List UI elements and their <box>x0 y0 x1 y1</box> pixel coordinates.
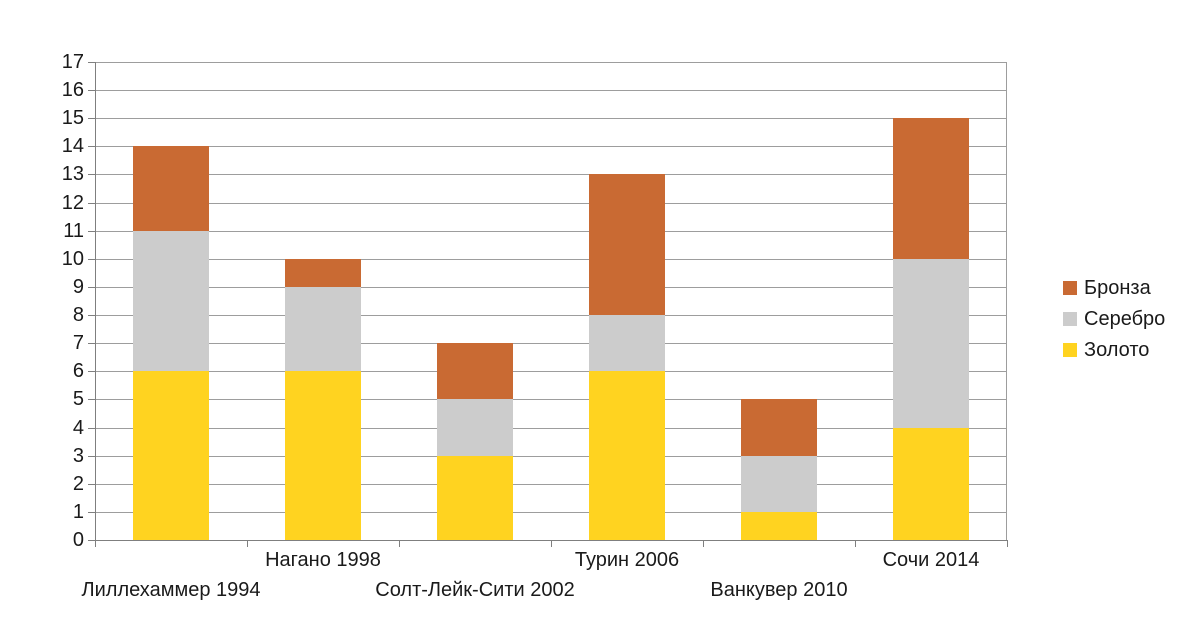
x-axis-tick <box>855 540 856 547</box>
x-axis-category-label: Сочи 2014 <box>882 549 980 571</box>
y-axis-tick-label: 1 <box>72 501 84 523</box>
gridline <box>95 203 1007 204</box>
legend-item: Золото <box>1063 334 1165 365</box>
y-axis-tick-label: 0 <box>72 529 84 551</box>
legend-swatch-gold-icon <box>1063 342 1077 357</box>
plot-area <box>88 62 1008 547</box>
y-axis-tick <box>88 203 95 204</box>
y-axis-tick <box>88 428 95 429</box>
gridline <box>95 287 1007 288</box>
bar-segment-bronze <box>437 343 513 399</box>
x-axis-line <box>88 540 1007 541</box>
y-axis-tick <box>88 146 95 147</box>
gridline <box>95 484 1007 485</box>
y-axis-tick-label: 10 <box>61 248 84 270</box>
legend-label: Бронза <box>1084 276 1151 299</box>
x-axis-tick <box>703 540 704 547</box>
x-axis-tick <box>1007 540 1008 547</box>
y-axis-tick-label: 17 <box>61 51 84 73</box>
gridline <box>95 146 1007 147</box>
x-axis-category-label: Лиллехаммер 1994 <box>81 579 261 601</box>
y-axis-line <box>95 62 96 547</box>
gridline <box>95 231 1007 232</box>
y-axis-tick <box>88 371 95 372</box>
gridline <box>95 62 1007 63</box>
y-axis-tick <box>88 315 95 316</box>
y-axis-tick-label: 6 <box>72 360 84 382</box>
bar-segment-gold <box>285 371 361 540</box>
bar-segment-gold <box>133 371 209 540</box>
y-axis-tick-label: 2 <box>72 473 84 495</box>
x-axis-tick <box>399 540 400 547</box>
y-axis-tick <box>88 231 95 232</box>
bar-segment-gold <box>893 428 969 540</box>
gridline <box>95 428 1007 429</box>
y-axis-tick-label: 16 <box>61 79 84 101</box>
gridline <box>95 399 1007 400</box>
y-axis-tick-label: 14 <box>61 135 84 157</box>
x-axis-category-label: Турин 2006 <box>574 549 680 571</box>
bar-segment-silver <box>133 231 209 371</box>
y-axis-tick <box>88 456 95 457</box>
y-axis-tick <box>88 90 95 91</box>
gridline <box>95 343 1007 344</box>
y-axis-tick-label: 13 <box>61 163 84 185</box>
gridline <box>95 512 1007 513</box>
y-axis-tick-label: 12 <box>61 192 84 214</box>
y-axis-tick-label: 4 <box>72 417 84 439</box>
legend-swatch-silver-icon <box>1063 311 1077 326</box>
y-axis-tick <box>88 259 95 260</box>
legend: Бронза Серебро Золото <box>1063 272 1165 365</box>
y-axis-tick <box>88 343 95 344</box>
y-axis-tick <box>88 287 95 288</box>
y-axis-tick-label: 9 <box>72 276 84 298</box>
bar-segment-gold <box>589 371 665 540</box>
bar-segment-silver <box>741 456 817 512</box>
legend-swatch-bronze-icon <box>1063 280 1077 295</box>
legend-label: Золото <box>1084 338 1150 361</box>
plot-right-border <box>1006 62 1007 540</box>
bar-segment-bronze <box>589 174 665 315</box>
bar-segment-silver <box>589 315 665 371</box>
y-axis-tick <box>88 512 95 513</box>
bar-segment-silver <box>437 399 513 456</box>
y-axis-tick-label: 15 <box>61 107 84 129</box>
x-axis-tick <box>247 540 248 547</box>
gridline <box>95 456 1007 457</box>
gridline <box>95 259 1007 260</box>
y-axis-tick-label: 11 <box>63 220 84 242</box>
bar-segment-gold <box>741 512 817 540</box>
y-axis-tick-label: 3 <box>72 445 84 467</box>
x-axis-category-label: Солт-Лейк-Сити 2002 <box>375 579 575 601</box>
x-axis-category-label: Нагано 1998 <box>265 549 381 571</box>
bar-segment-bronze <box>893 118 969 259</box>
gridline <box>95 90 1007 91</box>
gridline <box>95 371 1007 372</box>
x-axis-tick <box>551 540 552 547</box>
bar-segment-bronze <box>133 146 209 231</box>
bar-segment-bronze <box>285 259 361 287</box>
bar-segment-silver <box>893 259 969 428</box>
gridline <box>95 174 1007 175</box>
y-axis-tick <box>88 399 95 400</box>
legend-item: Серебро <box>1063 303 1165 334</box>
y-axis-tick <box>88 484 95 485</box>
bar-segment-bronze <box>741 399 817 456</box>
y-axis-tick <box>88 174 95 175</box>
y-axis-tick-label: 7 <box>72 332 84 354</box>
gridline <box>95 118 1007 119</box>
x-axis-category-label: Ванкувер 2010 <box>710 579 848 601</box>
y-axis-tick-label: 8 <box>72 304 84 326</box>
bar-segment-gold <box>437 456 513 540</box>
legend-label: Серебро <box>1084 307 1166 330</box>
bar-segment-silver <box>285 287 361 371</box>
y-axis-tick-label: 5 <box>72 388 84 410</box>
y-axis-tick <box>88 118 95 119</box>
legend-item: Бронза <box>1063 272 1165 303</box>
gridline <box>95 315 1007 316</box>
y-axis-tick <box>88 62 95 63</box>
